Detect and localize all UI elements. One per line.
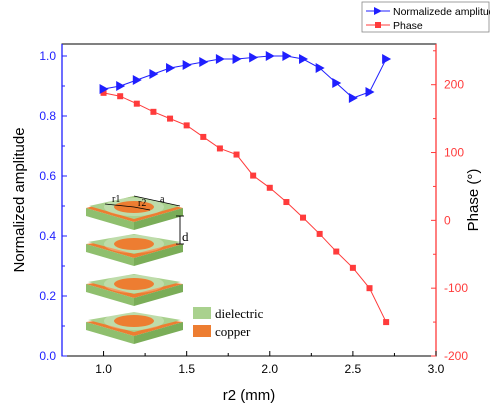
x-tick-label: 1.5 xyxy=(178,362,195,376)
phase-point xyxy=(200,133,207,140)
phase-point xyxy=(383,319,390,326)
copper-label: copper xyxy=(215,324,251,339)
phase-point xyxy=(250,172,257,179)
legend-phase-marker xyxy=(375,22,381,28)
right-tick-label: 0 xyxy=(444,213,451,227)
copper-swatch xyxy=(193,325,211,337)
amplitude-point xyxy=(382,54,392,64)
dielectric-swatch xyxy=(193,307,211,319)
amplitude-point xyxy=(215,54,225,64)
left-tick-label: 1.0 xyxy=(39,49,56,63)
unit-cell-inset: r1 r2 a d dielectric copper xyxy=(86,194,264,344)
phase-point xyxy=(316,230,323,237)
phase-point xyxy=(233,151,240,158)
left-tick-label: 0.4 xyxy=(39,229,56,243)
legend: Normalizede amplitude Phase xyxy=(361,1,490,33)
amplitude-point xyxy=(299,54,309,64)
legend-amplitude-marker xyxy=(374,7,382,15)
dielectric-label: dielectric xyxy=(215,306,264,321)
phase-point xyxy=(300,214,307,221)
inset-label-a: a xyxy=(160,194,165,205)
layer-3 xyxy=(86,274,183,306)
left-tick-label: 0.2 xyxy=(39,289,56,303)
phase-point xyxy=(133,100,140,107)
right-tick-label: 200 xyxy=(444,78,464,92)
phase-point xyxy=(333,248,340,255)
amplitude-point xyxy=(265,51,275,61)
amplitude-point xyxy=(166,63,176,73)
legend-box xyxy=(361,1,490,33)
phase-point xyxy=(183,122,190,129)
left-tick-label: 0.8 xyxy=(39,109,56,123)
amplitude-point xyxy=(99,84,109,94)
legend-phase-label: Phase xyxy=(393,20,423,32)
series-phase xyxy=(100,89,390,326)
amplitude-point xyxy=(116,81,126,91)
phase-point xyxy=(167,115,174,122)
phase-point xyxy=(100,89,107,96)
inset-label-r2: r2 xyxy=(138,198,146,209)
phase-point xyxy=(366,285,373,292)
inset-label-d: d xyxy=(182,229,189,244)
amplitude-point xyxy=(132,75,142,85)
amplitude-point xyxy=(149,69,159,79)
phase-point xyxy=(117,93,124,100)
phase-point xyxy=(216,145,223,152)
amplitude-point xyxy=(348,93,358,103)
amplitude-point xyxy=(232,54,242,64)
phase-point xyxy=(349,264,356,271)
amplitude-point xyxy=(282,51,292,61)
amplitude-point xyxy=(332,78,342,88)
right-axis-title: Phase (°) xyxy=(465,169,482,232)
amplitude-point xyxy=(199,57,209,67)
x-tick-label: 2.5 xyxy=(345,362,362,376)
x-tick-label: 1.0 xyxy=(95,362,112,376)
right-axis-ticks: -200 -100 0 100 200 xyxy=(431,50,468,363)
amplitude-line xyxy=(103,55,387,99)
layer-1 xyxy=(86,195,183,230)
inset-label-r1: r1 xyxy=(112,194,120,205)
legend-amplitude-label: Normalizede amplitude xyxy=(393,6,490,18)
x-axis-title: r2 (mm) xyxy=(223,387,276,404)
right-tick-label: 100 xyxy=(444,146,464,160)
amplitude-point xyxy=(365,87,375,97)
left-axis-title: Normalized amplitude xyxy=(11,127,28,272)
left-tick-label: 0.0 xyxy=(39,349,56,363)
phase-point xyxy=(266,184,273,191)
layer-2 xyxy=(86,234,183,266)
x-tick-label: 2.0 xyxy=(261,362,278,376)
phase-point xyxy=(283,199,290,206)
amplitude-point xyxy=(249,52,259,63)
left-tick-label: 0.6 xyxy=(39,169,56,183)
x-tick-label: 3.0 xyxy=(428,362,445,376)
right-tick-label: -100 xyxy=(444,281,468,295)
phase-point xyxy=(150,108,157,115)
layer-4 xyxy=(86,312,183,344)
series-amplitude xyxy=(99,51,392,103)
amplitude-point xyxy=(182,60,192,70)
amplitude-point xyxy=(315,63,325,73)
x-axis-ticks: 1.0 1.5 2.0 2.5 3.0 xyxy=(95,351,445,376)
right-tick-label: -200 xyxy=(444,349,468,363)
left-axis-ticks: 0.0 0.2 0.4 0.6 0.8 1.0 xyxy=(39,49,67,363)
